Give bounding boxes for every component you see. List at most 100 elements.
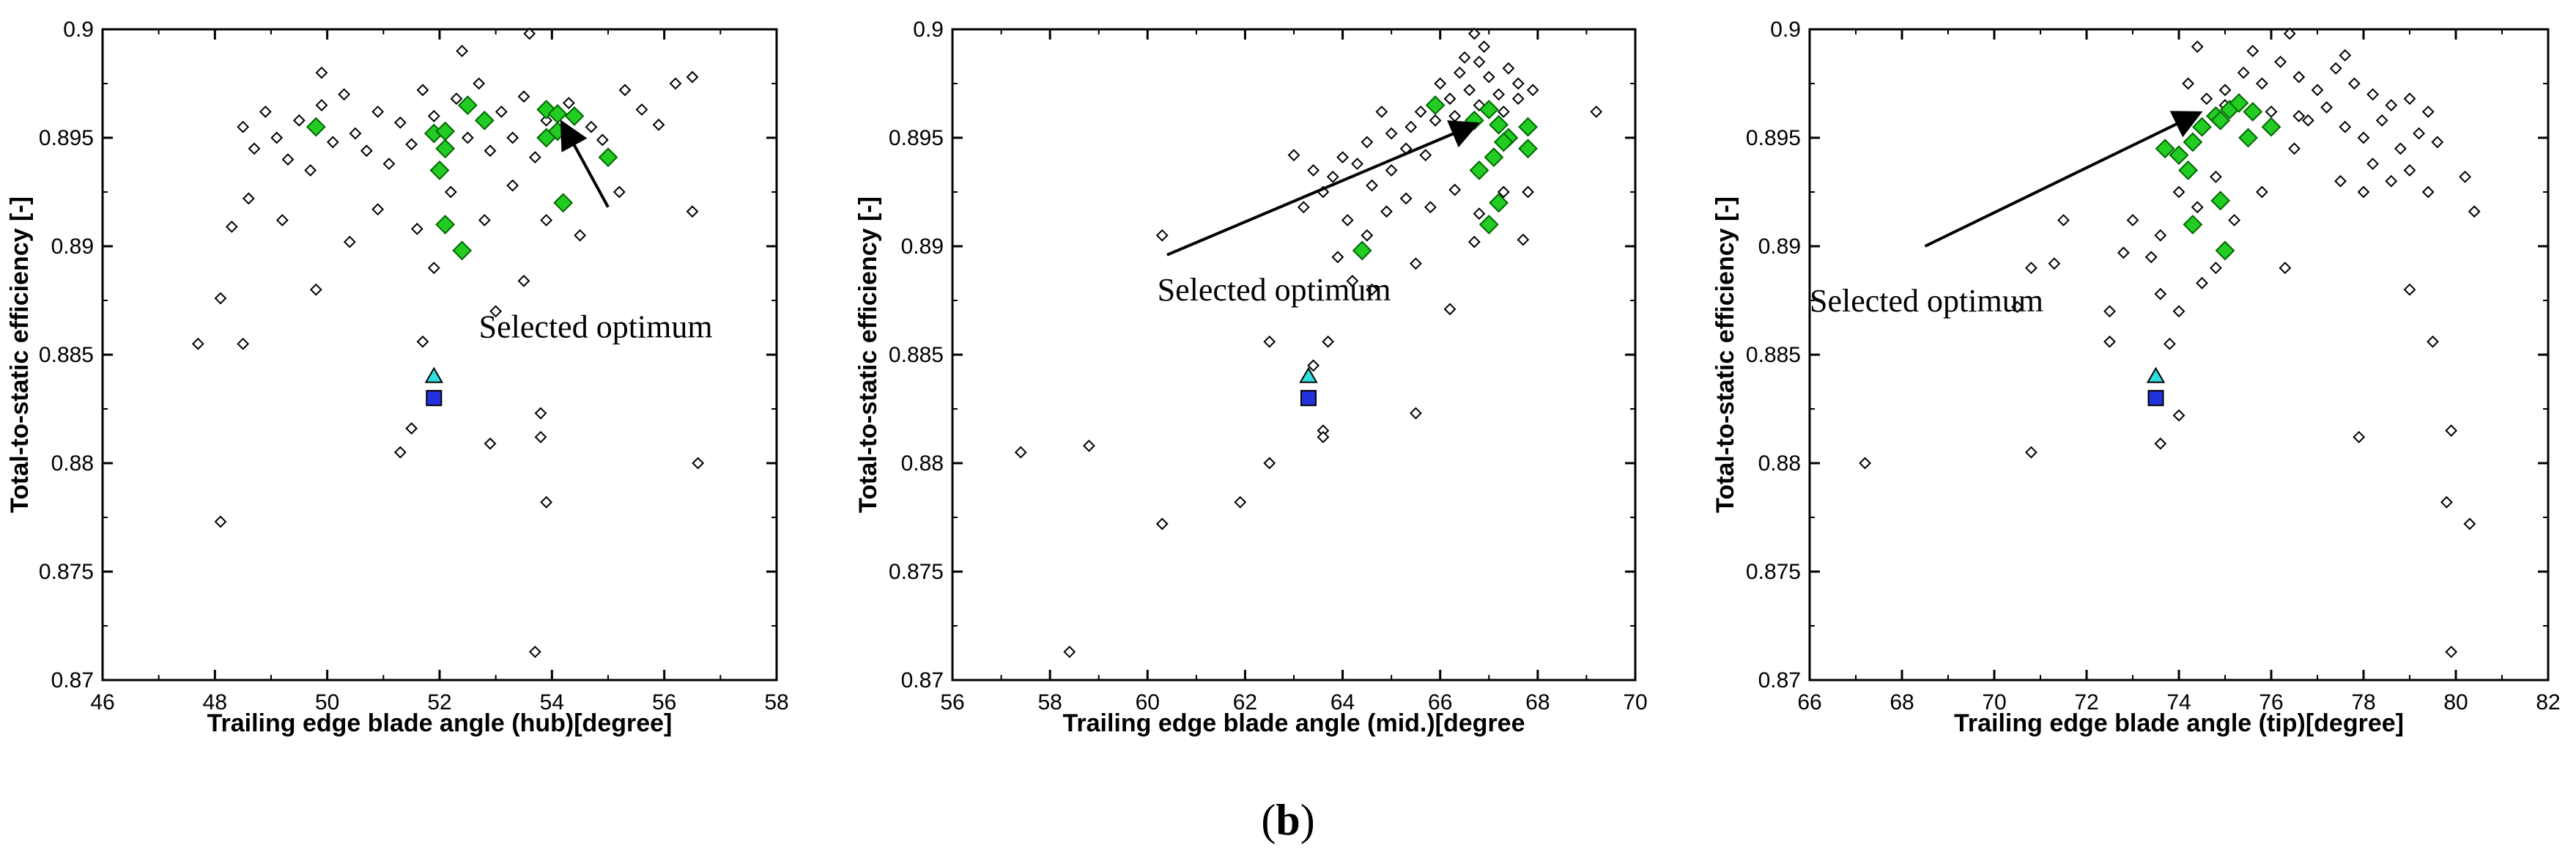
population-point xyxy=(2339,120,2352,133)
population-point xyxy=(1366,179,1378,192)
population-point xyxy=(473,77,486,90)
population-point xyxy=(304,163,317,177)
y-tick-label: 0.875 xyxy=(889,560,944,584)
population-point xyxy=(478,214,491,226)
population-point xyxy=(444,185,457,199)
caption-label: b xyxy=(1276,796,1300,844)
population-point xyxy=(2421,185,2435,199)
x-tick-label: 70 xyxy=(1623,690,1647,715)
population-point xyxy=(1478,40,1491,53)
population-point xyxy=(2292,109,2306,122)
pareto-point xyxy=(1518,139,1538,159)
pareto-point xyxy=(1352,240,1372,261)
population-point xyxy=(2209,170,2222,183)
population-point xyxy=(2403,283,2416,296)
x-tick-label: 68 xyxy=(1525,690,1550,715)
baseline-square xyxy=(426,390,443,407)
baseline-square xyxy=(2147,390,2164,407)
pareto-point xyxy=(2178,160,2199,180)
population-point xyxy=(2394,142,2407,155)
x-tick-label: 80 xyxy=(2443,690,2468,715)
population-point xyxy=(2048,257,2061,270)
population-point xyxy=(562,97,575,110)
population-point xyxy=(528,646,541,658)
y-tick-label: 0.87 xyxy=(901,668,944,693)
population-point xyxy=(686,205,699,218)
x-tick-label: 56 xyxy=(652,690,676,715)
population-point xyxy=(214,292,227,305)
population-point xyxy=(2218,84,2232,97)
x-tick-label: 46 xyxy=(90,690,114,715)
population-point xyxy=(1263,457,1276,470)
population-point xyxy=(2283,27,2296,40)
population-point xyxy=(692,457,705,470)
population-point xyxy=(1375,106,1388,118)
population-point xyxy=(489,305,503,318)
population-point xyxy=(237,120,250,133)
population-point xyxy=(214,515,227,528)
y-tick-label: 0.9 xyxy=(913,18,944,42)
pareto-point xyxy=(553,193,574,213)
pareto-point xyxy=(2183,132,2203,152)
x-tick-label: 58 xyxy=(1037,690,1062,715)
population-point xyxy=(2366,158,2380,170)
population-point xyxy=(2385,99,2398,112)
y-tick-label: 0.885 xyxy=(889,343,944,367)
population-point xyxy=(2154,437,2167,450)
population-point xyxy=(248,142,261,155)
population-point xyxy=(1434,77,1447,90)
population-point xyxy=(1448,183,1462,196)
annotation-arrow xyxy=(560,119,610,208)
population-point xyxy=(2301,114,2314,127)
population-point xyxy=(2103,305,2116,318)
pareto-point xyxy=(435,139,456,159)
pareto-point xyxy=(1493,132,1514,152)
population-point xyxy=(1361,136,1374,149)
population-point xyxy=(596,133,609,147)
population-point xyxy=(1380,205,1393,218)
pareto-point xyxy=(1425,95,1446,116)
population-point xyxy=(2172,409,2185,422)
population-point xyxy=(382,158,396,170)
population-point xyxy=(1234,495,1247,509)
population-point xyxy=(2237,66,2250,79)
y-tick-label: 0.875 xyxy=(1746,560,1801,584)
population-point xyxy=(2329,62,2342,75)
population-point xyxy=(2103,335,2116,348)
pareto-point xyxy=(2215,240,2235,261)
population-point xyxy=(523,27,536,40)
population-point xyxy=(1448,109,1462,122)
annotation-arrow xyxy=(1166,120,1480,256)
y-tick-label: 0.895 xyxy=(39,126,94,150)
population-point xyxy=(2427,335,2439,348)
plot-frame xyxy=(1808,28,2550,682)
population-point xyxy=(450,92,463,106)
x-tick-label: 48 xyxy=(203,690,227,715)
population-point xyxy=(2191,40,2204,53)
population-point xyxy=(1526,84,1539,97)
population-point xyxy=(405,422,418,435)
population-point xyxy=(585,120,598,133)
population-point xyxy=(2228,214,2241,226)
y-tick-label: 0.88 xyxy=(51,451,94,476)
population-point xyxy=(2126,214,2139,226)
baseline-triangle xyxy=(1299,366,1318,383)
x-tick-label: 52 xyxy=(427,690,451,715)
y-tick-label: 0.89 xyxy=(1758,235,1801,259)
population-point xyxy=(534,407,547,420)
population-point xyxy=(309,283,322,296)
pareto-point xyxy=(1478,214,1499,235)
annotation-label: Selected optimum xyxy=(479,309,713,344)
x-axis-label: Trailing edge blade angle (mid.)[degree xyxy=(1062,709,1525,737)
population-point xyxy=(416,335,429,348)
population-point xyxy=(2024,262,2038,275)
pareto-point xyxy=(1478,100,1499,119)
population-point xyxy=(2200,92,2213,106)
y-tick-label: 0.875 xyxy=(39,560,94,584)
population-point xyxy=(2334,174,2347,188)
population-point xyxy=(416,84,429,97)
population-point xyxy=(1155,517,1169,531)
population-point xyxy=(242,192,255,205)
population-point xyxy=(2209,262,2222,275)
population-point xyxy=(2339,49,2352,62)
